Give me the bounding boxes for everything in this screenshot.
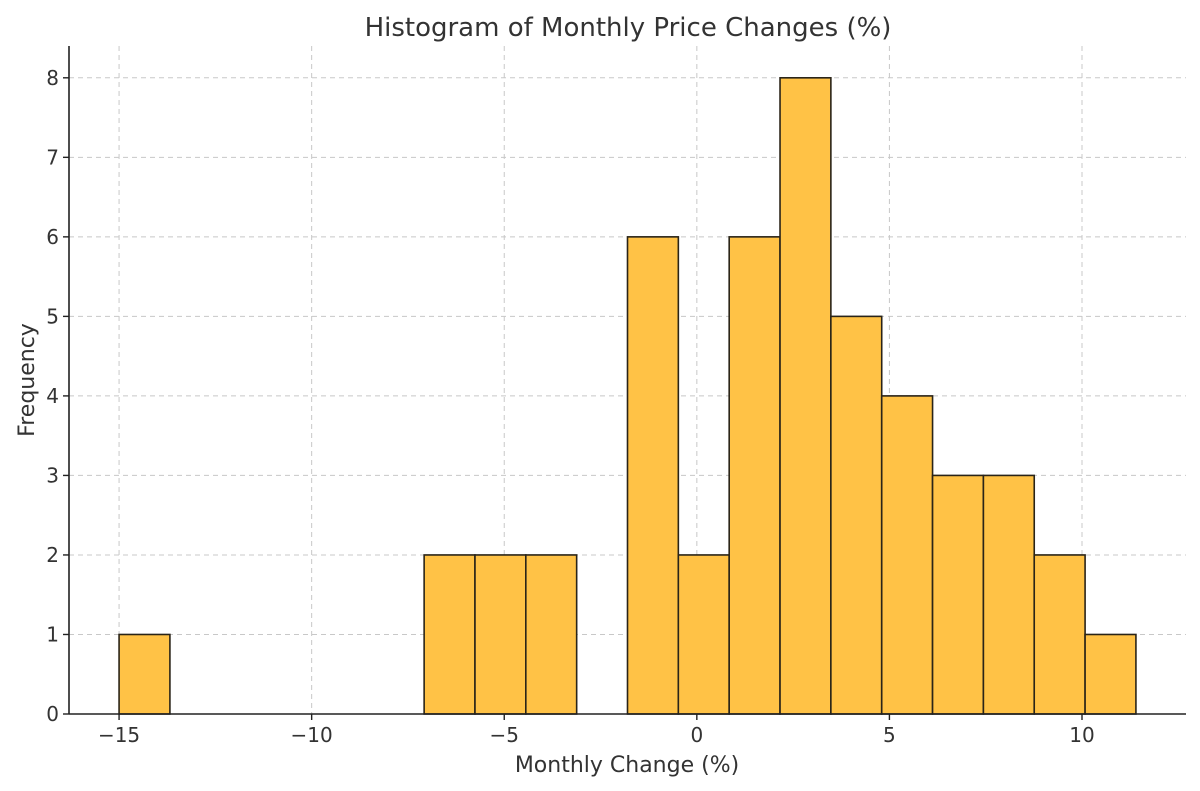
y-axis-label: Frequency — [15, 323, 40, 437]
histogram-bar — [1084, 633, 1137, 715]
histogram-bar — [525, 554, 578, 715]
x-tick-label: 5 — [883, 723, 896, 747]
x-tick-label: −5 — [490, 723, 519, 747]
x-ticks: −15 −10 −5 0 5 10 — [98, 714, 1095, 747]
histogram-bar — [779, 77, 832, 715]
histogram-bar — [677, 554, 730, 715]
histogram-bar — [626, 236, 680, 715]
y-tick-label: 5 — [46, 304, 59, 328]
histogram-bar — [880, 395, 934, 715]
x-axis-label: Monthly Change (%) — [515, 753, 739, 778]
histogram-bar — [474, 554, 527, 715]
x-tick-label: 0 — [690, 723, 703, 747]
histogram-bar — [830, 315, 883, 715]
y-tick-label: 2 — [46, 543, 59, 567]
histogram-bar — [931, 474, 985, 715]
y-tick-label: 4 — [46, 384, 59, 408]
x-tick-label: −15 — [98, 723, 140, 747]
histogram-bar — [982, 474, 1036, 715]
histogram-bar — [423, 554, 476, 715]
histogram-bar — [728, 236, 781, 715]
y-tick-label: 6 — [46, 225, 59, 249]
y-tick-label: 0 — [46, 702, 59, 726]
x-tick-label: −10 — [291, 723, 333, 747]
histogram-bar — [118, 633, 171, 715]
y-tick-label: 8 — [46, 66, 59, 90]
y-tick-label: 7 — [46, 145, 59, 169]
y-tick-label: 3 — [46, 463, 59, 487]
y-tick-label: 1 — [46, 622, 59, 646]
y-ticks: 0 1 2 3 4 5 6 7 8 — [46, 66, 69, 726]
chart-title: Histogram of Monthly Price Changes (%) — [365, 13, 892, 43]
x-tick-label: 10 — [1069, 723, 1094, 747]
bars — [118, 77, 1137, 715]
histogram-bar — [1033, 554, 1086, 715]
